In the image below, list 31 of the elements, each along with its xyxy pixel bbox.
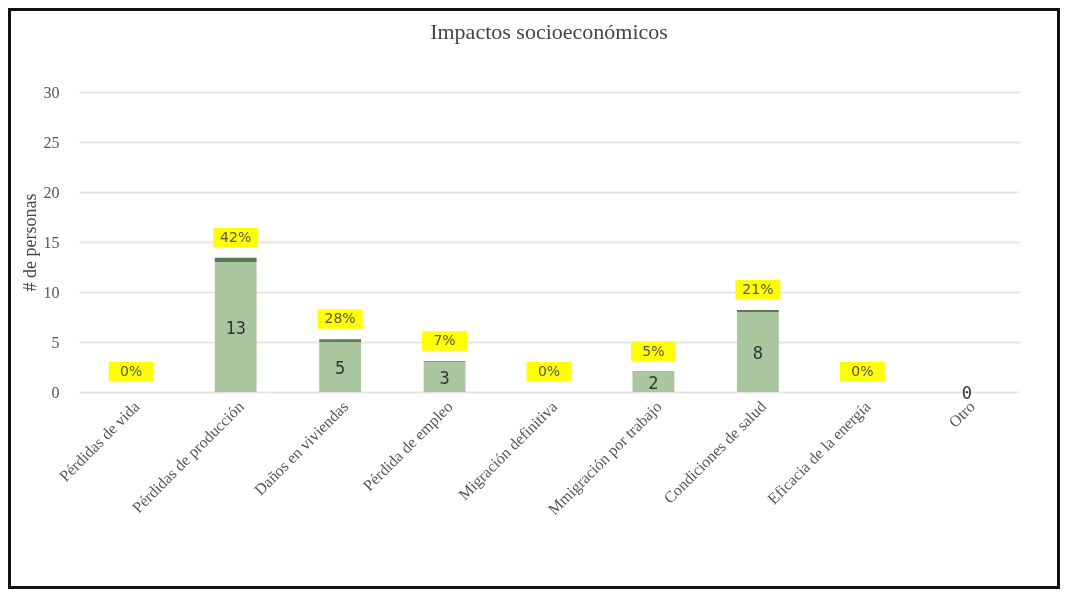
y-axis-title: # de personas: [19, 193, 40, 292]
data-label: 13: [225, 318, 246, 338]
bar: [214, 257, 257, 262]
y-tick-label: 25: [43, 133, 60, 151]
bar: [214, 262, 257, 392]
y-tick-label: 20: [43, 183, 60, 201]
y-tick-label: 5: [51, 333, 60, 351]
bar: [319, 342, 361, 392]
data-label: 8: [752, 343, 764, 363]
data-label: 5: [334, 358, 346, 378]
data-label: 0%: [537, 363, 561, 379]
bar: [423, 362, 466, 392]
y-tick-label: 0: [51, 383, 60, 401]
data-label: 3: [439, 368, 450, 388]
y-tick-label: 30: [43, 83, 60, 101]
data-label: 21%: [742, 280, 774, 297]
chart-title: Impactos socioeconómicos: [430, 19, 668, 44]
data-label: 2: [648, 373, 659, 393]
bar: [737, 309, 779, 312]
data-label: 42%: [220, 228, 252, 245]
data-label: 28%: [324, 310, 356, 327]
y-tick-label: 10: [43, 283, 60, 301]
data-label: 0%: [120, 363, 143, 379]
data-label: 0%: [851, 363, 874, 379]
bar: [319, 339, 361, 342]
data-label: 0: [961, 383, 972, 403]
data-label: 7%: [433, 332, 456, 349]
data-label: 5%: [642, 342, 665, 359]
bar: [737, 312, 779, 392]
y-tick-label: 15: [43, 233, 60, 251]
bar: [632, 372, 675, 392]
